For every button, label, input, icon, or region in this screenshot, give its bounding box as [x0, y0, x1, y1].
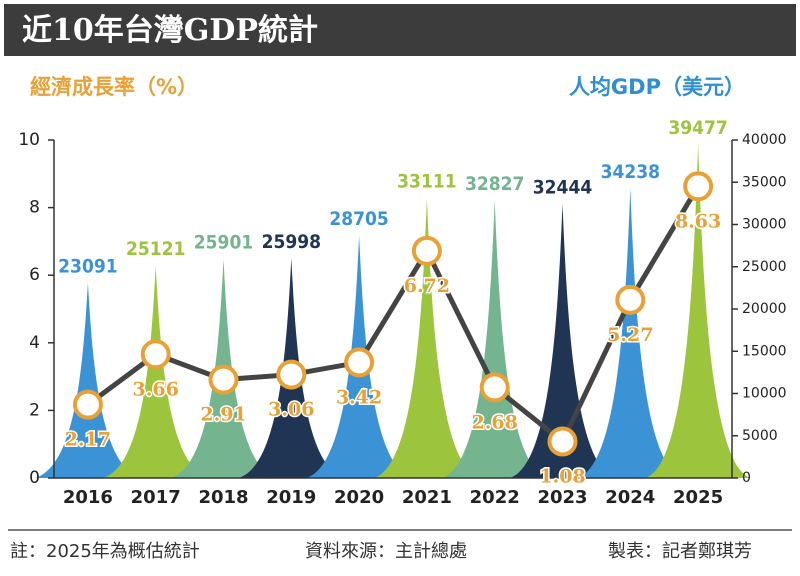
x-tick-label: 2017: [131, 487, 181, 508]
spike-value-label: 25901: [194, 232, 253, 254]
y-tick-label: 2: [29, 400, 40, 420]
title-bar: [4, 4, 796, 56]
x-tick-label: 2019: [266, 487, 316, 508]
x-tick-label: 2020: [334, 487, 384, 508]
y2-axis-label: 人均GDP（美元）: [569, 75, 745, 99]
spike: [645, 144, 751, 478]
y2-tick-label: 20000: [742, 301, 787, 317]
growth-value-label: 2.68: [472, 411, 518, 433]
chart-title: 近10年台灣GDP統計: [22, 13, 318, 48]
spike-value-label: 28705: [329, 208, 388, 230]
growth-point: [344, 347, 375, 378]
growth-point: [140, 339, 171, 370]
spike: [509, 203, 616, 478]
x-tick-label: 2023: [537, 487, 587, 508]
growth-point: [72, 389, 103, 420]
y2-tick-label: 10000: [742, 386, 787, 402]
y-axis-label: 經濟成長率（%）: [30, 75, 198, 99]
growth-point: [683, 171, 714, 202]
spike-value-label: 23091: [58, 255, 117, 277]
y2-tick-label: 35000: [742, 174, 787, 190]
y2-tick-label: 5000: [742, 428, 778, 444]
x-tick-label: 2021: [402, 487, 452, 508]
growth-point: [208, 364, 239, 395]
spike: [577, 188, 684, 478]
y2-tick-label: 25000: [742, 259, 787, 275]
y-tick-label: 6: [29, 265, 40, 285]
x-tick-label: 2025: [673, 487, 723, 508]
spike: [374, 198, 480, 479]
spike: [35, 282, 141, 478]
growth-line: [86, 185, 701, 446]
spike-value-label: 32444: [533, 176, 593, 198]
growth-point: [276, 359, 307, 390]
spike-value-label: 32827: [465, 173, 524, 195]
y-tick-label: 4: [29, 333, 40, 353]
x-tick-label: 2022: [470, 487, 520, 508]
axis-layer: 0 2 4 6 8 10 0 5000 10000 15000 20000 25000 30000 350…: [18, 130, 786, 508]
growth-value-label: 6.72: [404, 275, 450, 297]
spike: [102, 265, 209, 478]
growth-point: [547, 426, 578, 457]
x-tick-label: 2018: [198, 487, 248, 508]
growth-value-label: 5.27: [607, 324, 653, 346]
spike-value-label: 34238: [601, 161, 660, 183]
growth-value-label: 2.91: [200, 404, 246, 426]
spike-value-label: 39477: [668, 117, 727, 139]
source: 資料來源：主計總處: [305, 541, 467, 562]
y2-tick-label: 40000: [742, 132, 787, 148]
x-tick-label: 2024: [605, 487, 655, 508]
y-tick-label: 10: [18, 130, 40, 150]
growth-value-label: 3.66: [133, 378, 179, 400]
line-layer: 23091 25121 25901 25998 28705 33111 32827 32444…: [58, 117, 728, 489]
spike-value-label: 33111: [397, 171, 456, 193]
y-tick-label: 8: [29, 198, 40, 218]
credit: 製表：記者鄭琪芳: [608, 541, 752, 562]
growth-point: [411, 235, 442, 266]
spike-value-label: 25121: [126, 238, 185, 260]
y2-tick-label: 0: [742, 470, 751, 486]
growth-point: [479, 372, 510, 403]
y-tick-label: 0: [29, 468, 40, 488]
growth-point: [615, 284, 646, 315]
growth-value-label: 3.06: [268, 399, 314, 421]
y2-tick-label: 15000: [742, 343, 787, 359]
spike-value-label: 25998: [262, 231, 321, 253]
growth-value-label: 3.42: [336, 386, 382, 408]
growth-value-label: 8.63: [675, 210, 721, 232]
growth-value-label: 2.17: [65, 429, 111, 451]
growth-value-label: 1.08: [539, 465, 585, 487]
spike: [441, 200, 548, 478]
x-tick-label: 2016: [63, 487, 113, 508]
y2-tick-label: 30000: [742, 217, 787, 233]
footnote: 註：2025年為概估統計: [10, 541, 200, 562]
